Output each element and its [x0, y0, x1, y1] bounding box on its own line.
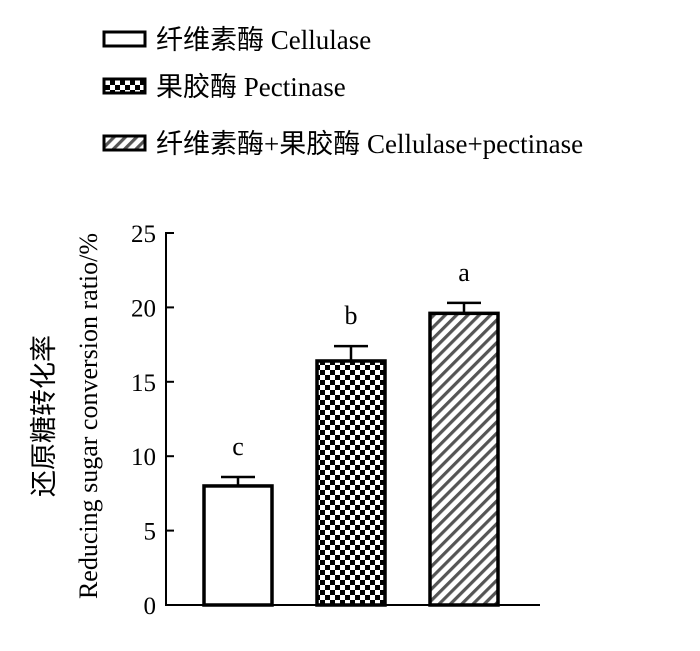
- legend-swatch: [102, 134, 147, 152]
- legend-entry: 果胶酶 Pectinase: [156, 72, 346, 102]
- bars: c b a: [202, 258, 500, 607]
- legend: 纤维素酶 Cellulase 果胶酶 Pectinase 纤维素酶+果胶酶 Cell…: [102, 25, 583, 159]
- bar: [315, 359, 387, 607]
- legend-swatch: [102, 30, 147, 48]
- y-tick-label: 15: [131, 370, 156, 397]
- legend-entry: 纤维素酶 Cellulase: [156, 25, 371, 55]
- bar: [428, 311, 500, 607]
- significance-label: b: [345, 301, 358, 330]
- y-axis-label: 还原糖转化率 Reducing sugar conversion ratio/%: [29, 233, 103, 599]
- significance-label: a: [458, 258, 470, 287]
- y-ticks: 0 5 10 15 20 25: [131, 221, 174, 620]
- y-axis-label-english: Reducing sugar conversion ratio/%: [74, 233, 103, 599]
- y-tick-label: 20: [131, 295, 156, 322]
- bar: [202, 484, 274, 607]
- legend-entry: 纤维素酶+果胶酶 Cellulase+pectinase: [156, 129, 583, 159]
- y-tick-label: 5: [144, 519, 157, 546]
- significance-label: c: [232, 432, 244, 461]
- y-axis-label-chinese: 还原糖转化率: [29, 335, 59, 497]
- y-tick-label: 25: [131, 221, 156, 248]
- y-tick-label: 10: [131, 444, 156, 471]
- y-tick-label: 0: [144, 593, 157, 620]
- legend-swatch: [102, 77, 147, 95]
